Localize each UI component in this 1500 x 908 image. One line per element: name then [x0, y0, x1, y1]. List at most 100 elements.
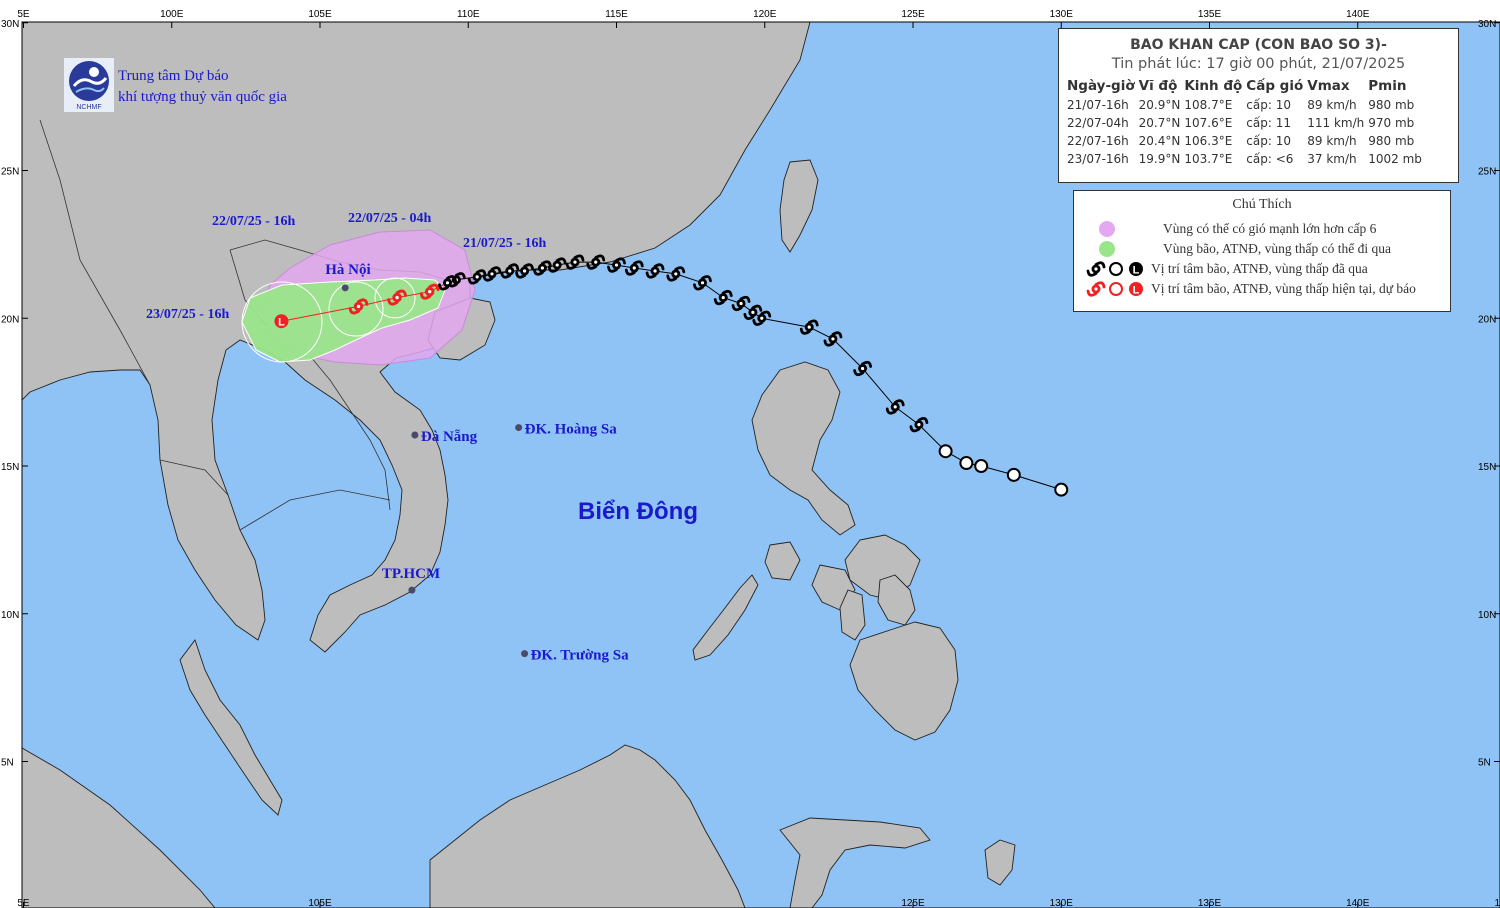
low-circle-icon: [1109, 282, 1123, 296]
col-wind-level: Cấp gió: [1246, 78, 1304, 94]
storm-symbol-icon: [645, 263, 665, 279]
storm-symbol-icon: [799, 319, 819, 335]
storm-symbol-icon: [1086, 281, 1106, 297]
lat-tick-label-left: 5N: [1, 758, 14, 769]
lat-tick-label-right: 20N: [1478, 314, 1496, 325]
organization-name: Trung tâm Dự báo khí tượng thuỷ văn quốc…: [118, 66, 287, 108]
lon-tick-label-top: 115E: [605, 9, 628, 20]
place-dot-icon: [515, 424, 523, 432]
storm-symbol-icon: [1086, 261, 1106, 277]
svg-text:L: L: [1133, 265, 1140, 277]
lat-tick-label-left: 20N: [1, 314, 19, 325]
legend-symbol: L: [1086, 280, 1151, 298]
svg-text:NCHMF: NCHMF: [76, 104, 101, 111]
lon-tick-label-top: 140E: [1346, 9, 1370, 20]
lat-tick-label-right: 10N: [1478, 610, 1496, 621]
lat-tick-label-right: 15N: [1478, 462, 1496, 473]
legend-label: Vùng bão, ATNĐ, vùng thấp có thể đi qua: [1163, 241, 1391, 256]
lat-tick-label-left: 25N: [1, 167, 19, 178]
lat-tick-label-left: 30N: [1, 19, 19, 30]
bulletin-title: BAO KHAN CAP (CON BAO SO 3)-: [1130, 37, 1387, 53]
table-row: 23/07-16h 19.9°N 103.7°E cấp: <6 37 km/h…: [1065, 150, 1424, 168]
cell: 970 mb: [1368, 116, 1415, 130]
legend-symbol: L: [1086, 260, 1151, 278]
storm-symbol-icon: [438, 275, 457, 291]
storm-symbol-icon: [348, 298, 369, 315]
lon-tick-label-top: 130E: [1050, 9, 1074, 20]
place-4: ĐK. Trường Sa: [521, 648, 629, 664]
cell: 19.9°N: [1138, 152, 1181, 166]
halmahera: [984, 839, 1016, 886]
cell: 89 km/h: [1307, 98, 1357, 112]
place-dot-icon: [341, 284, 349, 292]
lon-tick-label-top: 110E: [457, 9, 480, 20]
thai-border: [159, 459, 229, 496]
storm-symbol-icon: [909, 416, 929, 433]
bulletin-issued-time: Tin phát lúc: 17 giờ 00 phút, 21/07/2025: [1111, 56, 1406, 72]
low-pressure-L-icon: L: [1129, 262, 1143, 277]
map-frame: [21, 21, 1500, 908]
place-0: Hà Nội: [325, 262, 371, 292]
place-1: Đà Nẵng: [411, 429, 478, 445]
low-circle-icon: [1006, 467, 1021, 482]
legend-label: Vùng có thể có gió mạnh lớn hơn cấp 6: [1163, 221, 1377, 236]
low-pressure-L-icon: L: [1129, 282, 1143, 297]
fc-label-21-16: 21/07/25 - 16h: [463, 236, 546, 251]
storm-symbol-icon: [693, 275, 712, 291]
storm-symbol-icon: [853, 360, 872, 377]
storm-symbol-icon: [713, 289, 733, 306]
lon-tick-label-top: 5E: [17, 9, 30, 20]
lon-tick-label-top: 100E: [160, 9, 184, 20]
legend-item-storm-zone: Vùng bão, ATNĐ, vùng thấp có thể đi qua: [1086, 239, 1391, 259]
legend-symbol: [1086, 240, 1163, 258]
place-label: ĐK. Hoàng Sa: [525, 422, 618, 438]
zone-circle-22-04: [374, 277, 416, 319]
cambodia-border: [239, 489, 391, 531]
lon-tick-label-top: 135E: [1198, 9, 1222, 20]
place-dot-icon: [408, 586, 416, 594]
storm-symbol-icon: [731, 295, 751, 312]
palawan-island: [692, 574, 759, 661]
table-row: 22/07-16h 20.4°N 106.3°E cấp: 10 89 km/h…: [1065, 132, 1424, 150]
storm-symbol-icon: [752, 310, 772, 326]
lat-tick-label-right: 25N: [1478, 167, 1496, 178]
storm-symbol-icon: [532, 260, 552, 276]
storm-symbol-icon: [565, 254, 585, 270]
legend-label: Vị trí tâm bão, ATNĐ, vùng thấp hiện tại…: [1151, 281, 1416, 296]
negros-island: [839, 589, 866, 641]
lon-tick-label-bottom: 135E: [1198, 898, 1222, 908]
org-line2: khí tượng thuỷ văn quốc gia: [118, 89, 287, 105]
low-circle-icon: [959, 456, 974, 471]
storm-symbol-icon: [419, 283, 440, 300]
cell: 107.6°E: [1184, 116, 1233, 130]
low-circle-icon: [938, 444, 953, 459]
zone-circle-22-16: [328, 281, 384, 337]
past-position-symbols-icon: L: [1086, 261, 1143, 277]
forecast-position-symbols-icon: L: [1086, 281, 1143, 297]
cell: 103.7°E: [1184, 152, 1233, 166]
low-circle-icon: [974, 459, 989, 473]
zone-circle-23-07: [241, 281, 323, 363]
legend-title: Chú Thích: [1232, 197, 1292, 212]
lon-tick-label-bottom: 130E: [1050, 898, 1074, 908]
place-2: ĐK. Hoàng Sa: [515, 422, 617, 438]
storm-symbol-icon: [387, 289, 407, 306]
lon-tick-label-bottom: 140E: [1346, 898, 1370, 908]
col-pmin: Pmin: [1368, 78, 1407, 94]
lat-tick-label-right: 30N: [1478, 19, 1496, 30]
legend-item-past-positions: L Vị trí tâm bão, ATNĐ, vùng thấp đã qua: [1086, 259, 1368, 279]
malay-peninsula: [179, 639, 283, 816]
col-lat: Vĩ độ: [1138, 78, 1178, 94]
cell: 980 mb: [1368, 98, 1415, 112]
fc-label-22-04: 22/07/25 - 04h: [348, 211, 431, 226]
storm-symbol-icon: [823, 331, 843, 347]
storm-symbol-icon: [666, 266, 686, 282]
legend-item-strong-wind: Vùng có thể có gió mạnh lớn hơn cấp 6: [1086, 219, 1376, 239]
samar-island: [877, 574, 916, 626]
lat-tick-label-right: 5N: [1478, 758, 1491, 769]
cell: 22/07-16h: [1067, 134, 1129, 148]
place-dot-icon: [411, 431, 419, 439]
borneo: [429, 744, 746, 908]
cell: 20.7°N: [1138, 116, 1181, 130]
svg-text:L: L: [1133, 285, 1140, 297]
